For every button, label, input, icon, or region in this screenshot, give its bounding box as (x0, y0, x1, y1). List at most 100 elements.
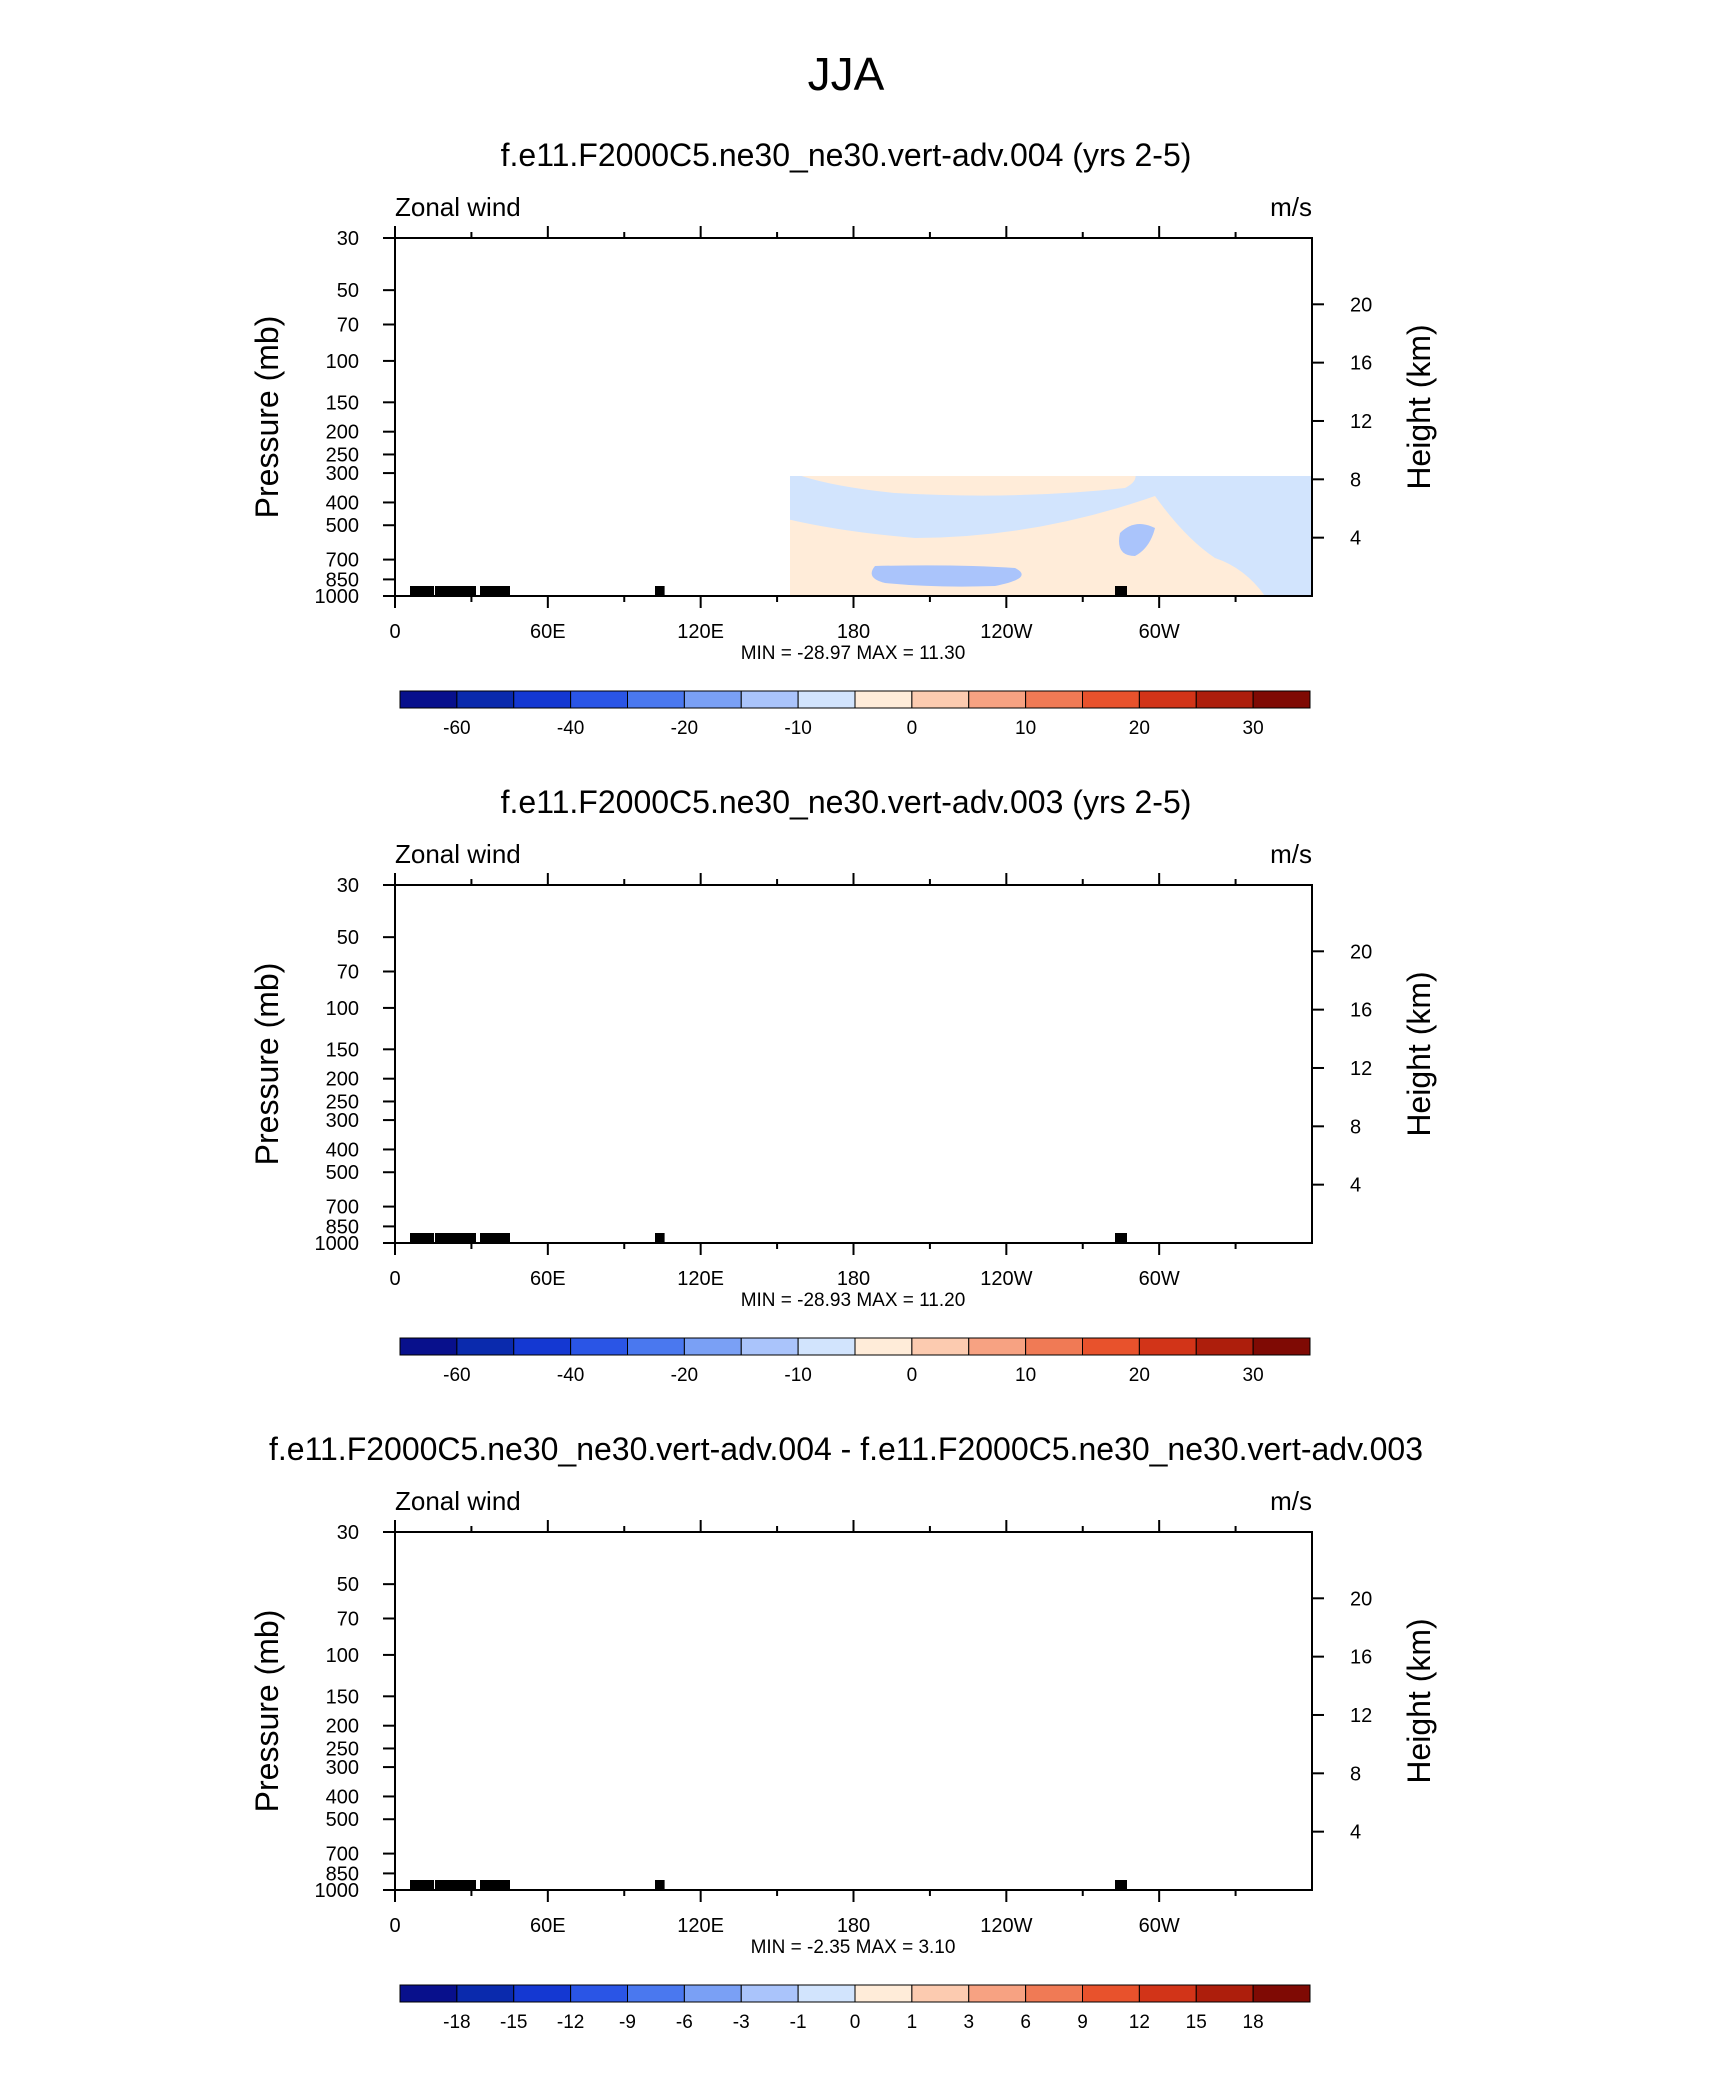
panel-unit-label: m/s (1270, 1486, 1312, 1516)
colorbar-label: -20 (671, 1365, 698, 1386)
y-tick-label: 500 (326, 1809, 359, 1831)
x-tick-label: 180 (837, 621, 870, 643)
y-tick-label: 400 (326, 1786, 359, 1808)
topography-bar (480, 586, 510, 596)
min-max-label: MIN = -28.93 MAX = 11.20 (741, 1290, 966, 1311)
y-right-tick-label: 16 (1350, 1647, 1372, 1669)
y-right-tick-label: 20 (1350, 1588, 1372, 1610)
x-tick-label: 180 (837, 1268, 870, 1290)
colorbar-box (399, 1337, 458, 1356)
colorbar-box (1252, 1984, 1311, 2003)
panel-unit-label: m/s (1270, 192, 1312, 222)
y-tick-label: 250 (326, 1091, 359, 1113)
colorbar-box (513, 1984, 572, 2003)
contour-region (395, 276, 1312, 306)
colorbar-box (456, 1984, 515, 2003)
colorbar-label: 30 (1243, 718, 1264, 739)
x-tick-label: 120W (980, 1915, 1032, 1937)
y-tick-label: 100 (326, 351, 359, 373)
y-right-tick-label: 4 (1350, 1175, 1361, 1197)
colorbar-box (570, 690, 628, 709)
topography-bar (480, 1880, 510, 1890)
colorbar-label: -40 (557, 718, 584, 739)
colorbar-box (740, 690, 799, 709)
panel-title: f.e11.F2000C5.ne30_ne30.vert-adv.003 (yr… (501, 784, 1192, 820)
topography-bar (655, 586, 665, 596)
x-tick-label: 60W (1139, 1915, 1180, 1937)
y-right-tick-label: 20 (1350, 294, 1372, 316)
colorbar-label: 20 (1129, 1365, 1150, 1386)
y-right-tick-label: 4 (1350, 528, 1361, 550)
colorbar-label: 0 (907, 1365, 918, 1386)
y-axis-title: Pressure (mb) (249, 316, 285, 519)
colorbar-box (1138, 690, 1197, 709)
colorbar-box (854, 1984, 913, 2003)
colorbar-box (1025, 690, 1083, 709)
y-right-axis-title: Height (km) (1401, 1618, 1437, 1783)
figure-title: JJA (808, 48, 885, 100)
colorbar-box (627, 1984, 685, 2003)
contour-region (414, 345, 651, 448)
y-axis-title: Pressure (mb) (249, 1610, 285, 1813)
panel-title: f.e11.F2000C5.ne30_ne30.vert-adv.004 - f… (269, 1431, 1423, 1467)
y-tick-label: 70 (337, 1609, 359, 1631)
topography-bar (1115, 1233, 1127, 1243)
panel-unit-label: m/s (1270, 839, 1312, 869)
colorbar-box (797, 1984, 856, 2003)
y-tick-label: 700 (326, 1197, 359, 1219)
y-tick-label: 30 (337, 1522, 359, 1544)
panels: f.e11.F2000C5.ne30_ne30.vert-adv.004 (yr… (249, 137, 1437, 2033)
colorbar-label: 10 (1015, 1365, 1036, 1386)
panel-left-label: Zonal wind (395, 1486, 521, 1516)
y-right-tick-label: 12 (1350, 1705, 1372, 1727)
y-right-tick-label: 8 (1350, 469, 1361, 491)
colorbar-box (968, 1337, 1027, 1356)
colorbar-label: -18 (443, 2012, 470, 2033)
y-tick-label: 150 (326, 392, 359, 414)
contour-region (790, 476, 1312, 596)
colorbar-box (911, 690, 970, 709)
plot-frame (394, 1531, 1313, 1891)
y-tick-label: 700 (326, 550, 359, 572)
contour-region (515, 1180, 615, 1212)
topography-bar (1115, 1880, 1127, 1890)
contour-region (1119, 524, 1155, 556)
colorbar-box (854, 690, 913, 709)
y-right-tick-label: 12 (1350, 1058, 1372, 1080)
y-tick-label: 500 (326, 1162, 359, 1184)
panel-2: f.e11.F2000C5.ne30_ne30.vert-adv.003 (yr… (249, 784, 1437, 1386)
topography-bar (455, 586, 476, 596)
y-right-tick-label: 4 (1350, 1822, 1361, 1844)
panel-title: f.e11.F2000C5.ne30_ne30.vert-adv.004 (yr… (501, 137, 1192, 173)
min-max-label: MIN = -2.35 MAX = 3.10 (751, 1937, 956, 1958)
colorbar-box (1025, 1337, 1083, 1356)
contour-region (724, 1647, 807, 1708)
colorbar-label: -15 (500, 2012, 527, 2033)
colorbar-box (456, 1337, 515, 1356)
contour-region (1119, 1168, 1155, 1195)
x-tick-label: 120E (677, 621, 724, 643)
colorbar-label: -9 (619, 2012, 636, 2033)
y-tick-label: 100 (326, 998, 359, 1020)
colorbar-label: 0 (907, 718, 918, 739)
y-tick-label: 30 (337, 228, 359, 250)
colorbar-label: -60 (443, 1365, 470, 1386)
contour-region (1074, 1625, 1213, 1663)
topography-bar (410, 1233, 434, 1243)
y-tick-label: 300 (326, 463, 359, 485)
panel-left-label: Zonal wind (395, 192, 521, 222)
topography-bar (455, 1233, 476, 1243)
y-tick-label: 850 (326, 569, 359, 591)
x-tick-label: 60W (1139, 1268, 1180, 1290)
colorbar-label: 30 (1243, 1365, 1264, 1386)
colorbar-label: 12 (1129, 2012, 1150, 2033)
y-right-axis-title: Height (km) (1401, 971, 1437, 1136)
y-axis-title: Pressure (mb) (249, 963, 285, 1166)
colorbar-label: -6 (676, 2012, 693, 2033)
contour-region (395, 885, 1312, 1243)
y-tick-label: 50 (337, 280, 359, 302)
x-tick-label: 0 (389, 1915, 400, 1937)
colorbar-label: 6 (1020, 2012, 1031, 2033)
colorbar-label: 3 (963, 2012, 974, 2033)
